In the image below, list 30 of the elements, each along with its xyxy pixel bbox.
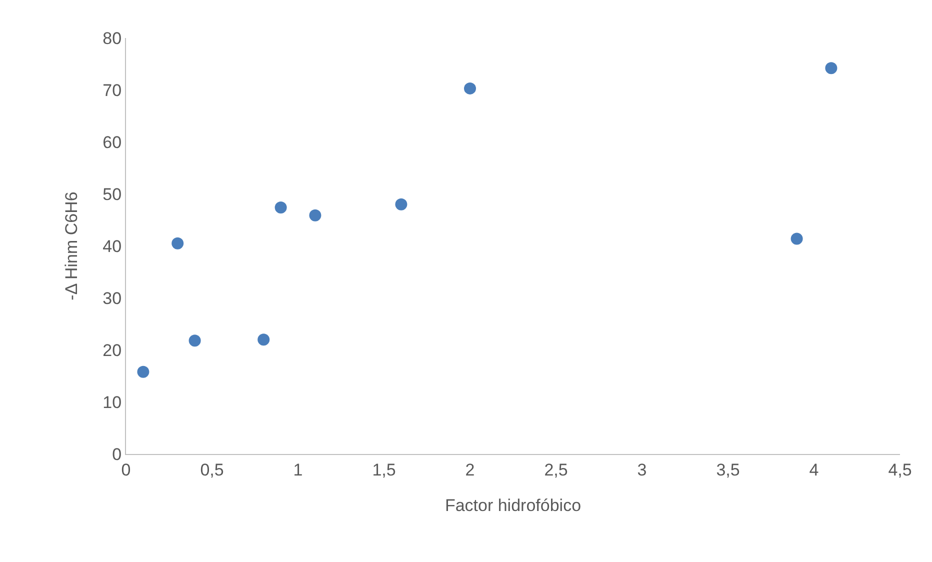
x-tick-label: 1: [293, 460, 303, 480]
point: [274, 202, 287, 214]
point: [258, 334, 270, 346]
y-tick-label: 80: [102, 28, 122, 48]
x-axis-title: Factor hidrofóbico: [444, 496, 582, 515]
y-axis-title: -Δ Hinm C6H6: [62, 192, 82, 300]
y-tick-label: 70: [102, 80, 122, 100]
x-tick-label: 2,5: [544, 460, 568, 480]
y-tick-label: 40: [102, 236, 122, 256]
point: [464, 82, 476, 94]
point: [395, 198, 408, 210]
x-tick-label: 1,5: [372, 460, 396, 480]
x-tick-label: 4: [809, 460, 819, 480]
point: [825, 62, 838, 74]
x-tick-label: 0,5: [200, 460, 224, 480]
y-tick-label: 50: [102, 184, 122, 204]
point: [309, 209, 322, 222]
y-tick-label: 60: [102, 132, 122, 152]
x-tick-label: 3,5: [716, 460, 740, 480]
point: [137, 366, 150, 378]
y-tick-label: 10: [102, 392, 122, 412]
x-tick-label: 3: [637, 460, 647, 480]
y-tick-label: 0: [112, 444, 122, 464]
point: [790, 232, 803, 245]
point: [172, 237, 184, 250]
x-tick-label: 2: [465, 460, 475, 480]
point: [188, 334, 201, 347]
y-tick-label: 20: [102, 340, 122, 360]
y-tick-label: 30: [102, 288, 122, 308]
x-tick-label: 4,5: [888, 460, 912, 480]
